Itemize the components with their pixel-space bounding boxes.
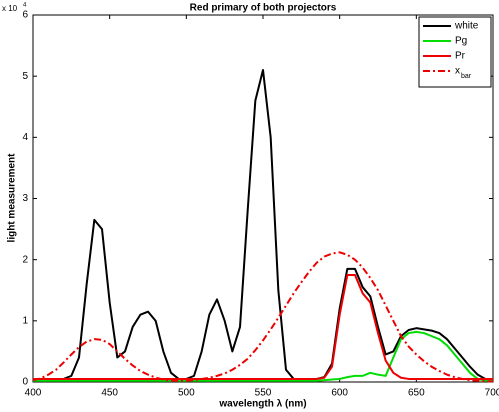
x-axis-label: wavelength λ (nm) xyxy=(218,399,306,410)
x-tick-label: 650 xyxy=(408,388,425,399)
chart-title: Red primary of both projectors xyxy=(190,3,337,14)
x-tick-label: 600 xyxy=(331,388,348,399)
y-tick-label: 6 xyxy=(22,10,28,21)
legend-subscript: bar xyxy=(461,73,472,80)
y-tick-label: 0 xyxy=(22,377,28,388)
x-tick-label: 450 xyxy=(101,388,118,399)
x-tick-label: 700 xyxy=(485,388,499,399)
x-tick-label: 500 xyxy=(178,388,195,399)
y-axis-label: light measurement xyxy=(7,153,18,243)
series-line xyxy=(33,330,493,382)
series-line xyxy=(33,69,493,380)
y-tick-label: 5 xyxy=(22,71,28,82)
series-line xyxy=(32,251,493,383)
x-tick-label: 400 xyxy=(25,388,42,399)
y-tick-label: 1 xyxy=(22,315,28,326)
y-tick-label: 3 xyxy=(22,193,28,204)
x-tick-label: 550 xyxy=(255,388,272,399)
legend-label: Pr xyxy=(455,51,466,62)
legend-box xyxy=(418,16,492,88)
legend-label: Pg xyxy=(455,36,467,47)
y-tick-label: 4 xyxy=(22,132,28,143)
series-line xyxy=(33,273,493,380)
y-tick-label: 2 xyxy=(22,254,28,265)
legend-label: x xyxy=(455,66,460,77)
y-multiplier-exponent: 4 xyxy=(23,3,27,9)
legend-label: white xyxy=(454,21,479,32)
y-multiplier: x 10 xyxy=(2,4,18,13)
